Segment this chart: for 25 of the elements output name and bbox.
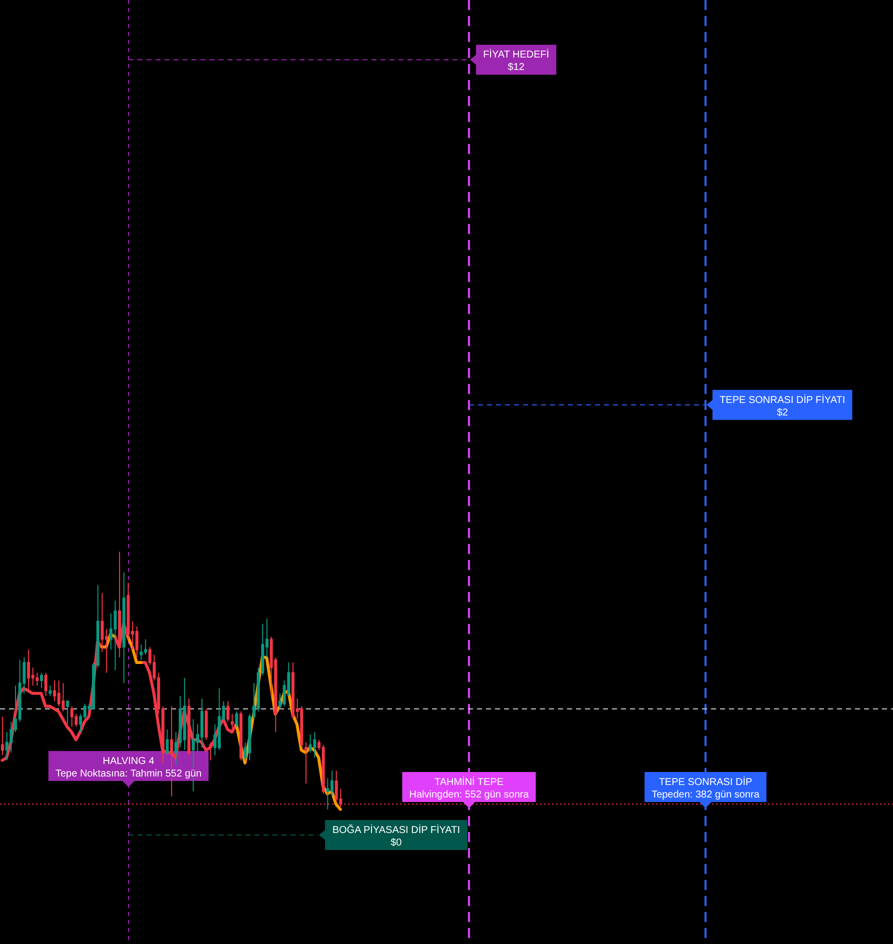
candlestick xyxy=(218,688,221,751)
ref-line-label: TEPE SONRASI DİP FİYATI $2 xyxy=(720,394,846,418)
candlestick xyxy=(226,700,230,722)
candlestick xyxy=(313,732,316,758)
candlestick xyxy=(62,682,65,712)
candlestick xyxy=(70,706,74,728)
ref-line-label: FİYAT HEDEFİ $12 xyxy=(483,48,550,74)
candlestick xyxy=(334,770,338,802)
candlestick xyxy=(114,600,117,671)
candlestick xyxy=(304,742,308,784)
candlestick xyxy=(27,649,30,692)
candlestick xyxy=(66,700,70,725)
candlestick xyxy=(166,728,169,756)
candlestick xyxy=(40,672,44,689)
candlestick xyxy=(48,685,52,696)
candlestick xyxy=(235,710,238,728)
text: TAHMİNİ TEPE Halvingden: 552 gün sonra xyxy=(409,776,530,800)
text: TEPE SONRASI DİP Tepeden: 382 gün sonra xyxy=(652,776,760,800)
candlestick xyxy=(122,572,126,684)
candlestick xyxy=(135,626,138,658)
ref-line-label: BOĞA PİYASASI DİP FİYATI $0 xyxy=(332,824,460,849)
candlestick xyxy=(140,644,143,660)
candlestick xyxy=(183,677,186,751)
candlestick xyxy=(1,716,4,756)
candlestick xyxy=(44,672,48,696)
